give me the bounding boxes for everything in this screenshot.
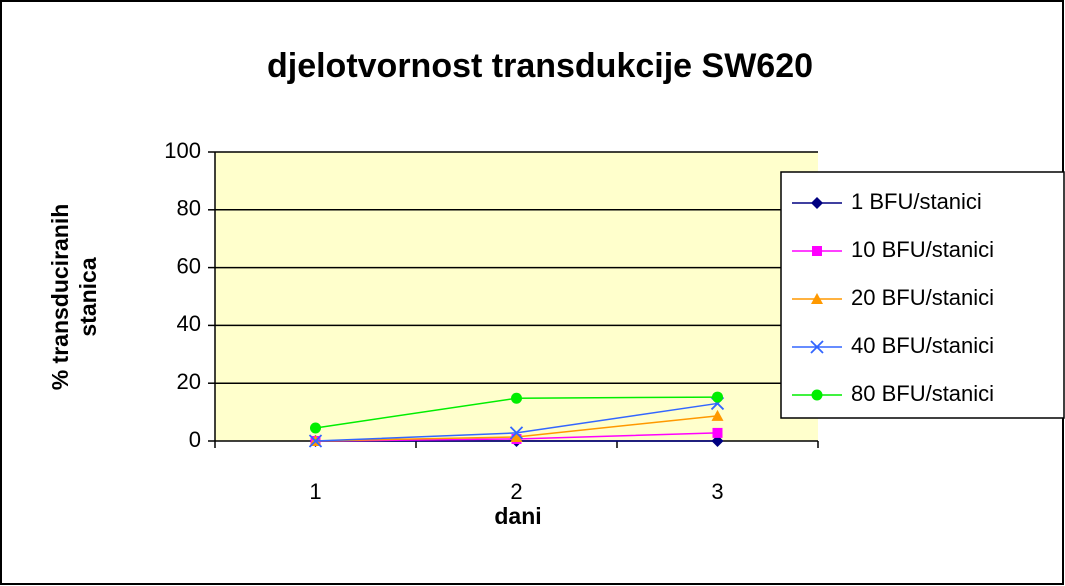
marker: [510, 430, 523, 442]
y-tick-label: 20: [177, 369, 201, 394]
marker: [811, 197, 823, 209]
y-tick-label: 80: [177, 196, 201, 221]
legend-label: 1 BFU/stanici: [851, 189, 982, 214]
legend-label: 80 BFU/stanici: [851, 381, 994, 406]
y-tick-label: 40: [177, 311, 201, 336]
x-tick-label: 3: [711, 479, 723, 504]
legend-box: [780, 171, 1065, 419]
marker: [812, 246, 822, 256]
x-tick-label: 1: [309, 479, 321, 504]
marker: [509, 426, 524, 440]
marker: [712, 427, 723, 438]
y-axis-label-line: % transduciranih: [47, 204, 73, 391]
y-tick-label: 0: [189, 427, 201, 452]
y-tick-label: 100: [164, 138, 201, 163]
legend-label: 40 BFU/stanici: [851, 333, 994, 358]
marker: [310, 422, 321, 434]
y-axis-label: % transduciranihstanica: [47, 204, 101, 391]
y-tick-label: 60: [177, 253, 201, 278]
marker: [810, 340, 824, 354]
x-axis-label: dani: [494, 503, 541, 529]
marker: [711, 409, 724, 421]
y-axis-label-line: stanica: [75, 257, 101, 336]
marker: [811, 293, 823, 304]
chart-title: djelotvornost transdukcije SW620: [267, 47, 813, 85]
legend-label: 20 BFU/stanici: [851, 285, 994, 310]
marker: [511, 392, 522, 404]
marker: [811, 389, 823, 401]
marker: [308, 434, 323, 448]
marker: [712, 391, 723, 403]
x-tick-label: 2: [510, 479, 522, 504]
legend-label: 10 BFU/stanici: [851, 237, 994, 262]
marker: [711, 435, 724, 447]
